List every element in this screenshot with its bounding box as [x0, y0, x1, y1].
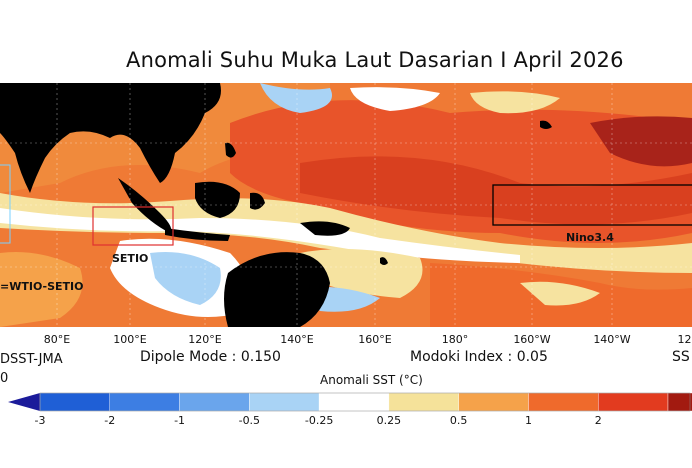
pacific-island: [380, 257, 388, 265]
longitude-tick: 100°E: [113, 333, 147, 346]
colorbar-label: Anomali SST (°C): [320, 373, 423, 387]
colorbar-tick: -2: [104, 414, 116, 427]
colorbar-tick: 2: [594, 414, 602, 427]
sulawesi: [250, 192, 265, 210]
colorbar-segment: [598, 392, 669, 412]
colorbar-tick: -0.25: [304, 414, 334, 427]
dipole-mode-index: Dipole Mode : 0.150: [140, 349, 281, 365]
longitude-tick: 120°E: [188, 333, 222, 346]
australia: [224, 252, 330, 327]
colorbar-segment: [667, 392, 692, 412]
source-line2: 0: [0, 371, 9, 386]
setio-label: SETIO: [112, 252, 149, 265]
colorbar-extend-min: [8, 393, 40, 411]
philippines: [225, 142, 236, 158]
asia-mainland: [0, 83, 221, 193]
colorbar-segment: [109, 392, 180, 412]
sst-map: [0, 83, 692, 327]
source-label: DSST-JMA: [0, 352, 63, 367]
colorbar-tick: -3: [34, 414, 46, 427]
sst-map-svg: [0, 83, 692, 327]
colorbar-tick: -0.5: [238, 414, 261, 427]
longitude-tick: 140°E: [280, 333, 314, 346]
figure-title: Anomali Suhu Muka Laut Dasarian I April …: [126, 48, 624, 72]
right-partial-label: SS: [672, 349, 690, 365]
wtio-box: [0, 164, 11, 244]
nino34-label: Nino3.4: [566, 231, 614, 244]
colorbar: [8, 392, 692, 412]
longitude-tick: 160°E: [358, 333, 392, 346]
colorbar-segment: [39, 392, 110, 412]
colorbar-segment: [528, 392, 599, 412]
colorbar-segment: [458, 392, 529, 412]
colorbar-segments: [8, 392, 692, 412]
longitude-tick: 160°W: [513, 333, 551, 346]
sumatra: [118, 178, 172, 233]
graticule: [0, 83, 692, 327]
wtio-setio-label: =WTIO-SETIO: [0, 280, 84, 293]
anomaly-patches: [0, 83, 692, 327]
hawaii: [540, 120, 552, 129]
colorbar-segment: [388, 392, 459, 412]
longitude-tick: 140°W: [593, 333, 631, 346]
colorbar-tick: 0.25: [376, 414, 402, 427]
colorbar-segment: [179, 392, 250, 412]
borneo: [195, 181, 240, 218]
colorbar-segment: [249, 392, 320, 412]
longitude-tick: 80°E: [43, 333, 71, 346]
setio-box: [92, 206, 174, 246]
new-guinea: [300, 221, 350, 236]
longitude-tick: 120: [677, 333, 692, 346]
longitude-tick: 180°: [441, 333, 469, 346]
java: [165, 228, 230, 241]
modoki-index: Modoki Index : 0.05: [410, 349, 548, 365]
colorbar-tick: 1: [524, 414, 532, 427]
land-masses: [0, 83, 552, 327]
nino34-box: [492, 184, 692, 226]
colorbar-tick: -1: [174, 414, 186, 427]
colorbar-tick: 0.5: [449, 414, 468, 427]
colorbar-segment: [318, 392, 390, 412]
colorbar-outline: [39, 392, 691, 412]
